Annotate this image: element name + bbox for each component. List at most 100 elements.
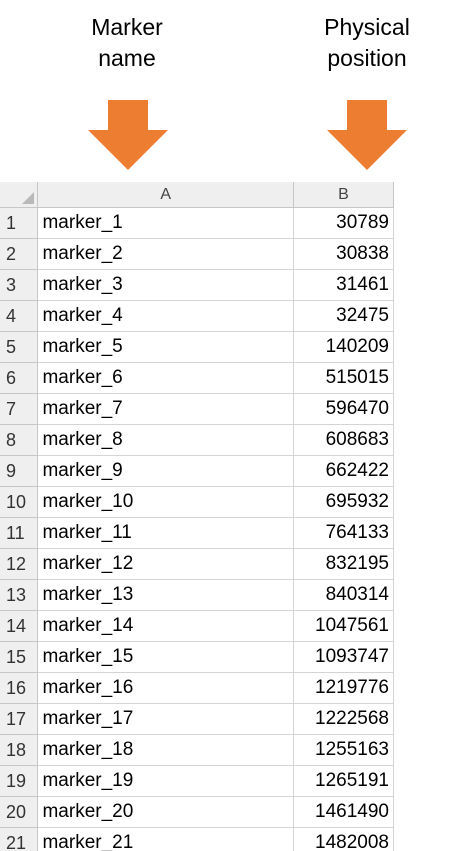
table-row: 15 marker_15 1093747	[0, 641, 394, 673]
cell-physical-position[interactable]: 140209	[293, 331, 394, 363]
cell-physical-position[interactable]: 30789	[293, 207, 394, 239]
row-header[interactable]: 2	[0, 238, 39, 270]
caption-line: Marker	[91, 14, 163, 40]
table-row: 12 marker_12 832195	[0, 548, 394, 580]
column-header-row: A B	[0, 182, 394, 208]
caption-line: position	[327, 45, 407, 71]
column-header-b[interactable]: B	[293, 182, 394, 208]
row-header[interactable]: 7	[0, 393, 39, 425]
cell-marker-name[interactable]: marker_4	[37, 300, 295, 332]
cell-marker-name[interactable]: marker_14	[37, 610, 295, 642]
table-row: 11 marker_11 764133	[0, 517, 394, 549]
caption-line: Physical	[324, 14, 410, 40]
row-header[interactable]: 19	[0, 765, 39, 797]
cell-marker-name[interactable]: marker_8	[37, 424, 295, 456]
table-row: 10 marker_10 695932	[0, 486, 394, 518]
cell-physical-position[interactable]: 30838	[293, 238, 394, 270]
row-header[interactable]: 12	[0, 548, 39, 580]
select-all-triangle-icon	[22, 192, 35, 204]
table-row: 21 marker_21 1482008	[0, 827, 394, 851]
cell-physical-position[interactable]: 832195	[293, 548, 394, 580]
table-row: 17 marker_17 1222568	[0, 703, 394, 735]
table-row: 9 marker_9 662422	[0, 455, 394, 487]
table-row: 16 marker_16 1219776	[0, 672, 394, 704]
row-header[interactable]: 4	[0, 300, 39, 332]
cell-physical-position[interactable]: 1093747	[293, 641, 394, 673]
table-row: 2 marker_2 30838	[0, 238, 394, 270]
cell-marker-name[interactable]: marker_5	[37, 331, 295, 363]
cell-physical-position[interactable]: 608683	[293, 424, 394, 456]
column-header-a[interactable]: A	[37, 182, 295, 208]
cell-physical-position[interactable]: 1265191	[293, 765, 394, 797]
row-header[interactable]: 20	[0, 796, 39, 828]
cell-physical-position[interactable]: 1222568	[293, 703, 394, 735]
cell-physical-position[interactable]: 695932	[293, 486, 394, 518]
row-header[interactable]: 21	[0, 827, 39, 851]
row-header[interactable]: 10	[0, 486, 39, 518]
row-header[interactable]: 18	[0, 734, 39, 766]
cell-marker-name[interactable]: marker_3	[37, 269, 295, 301]
cell-physical-position[interactable]: 32475	[293, 300, 394, 332]
table-row: 5 marker_5 140209	[0, 331, 394, 363]
spreadsheet: A B 1 marker_1 30789 2 marker_2 30838 3 marker_…	[0, 182, 394, 851]
row-header[interactable]: 13	[0, 579, 39, 611]
cell-physical-position[interactable]: 1255163	[293, 734, 394, 766]
cell-marker-name[interactable]: marker_16	[37, 672, 295, 704]
table-row: 8 marker_8 608683	[0, 424, 394, 456]
cell-marker-name[interactable]: marker_10	[37, 486, 295, 518]
cell-physical-position[interactable]: 662422	[293, 455, 394, 487]
cell-marker-name[interactable]: marker_20	[37, 796, 295, 828]
row-header[interactable]: 9	[0, 455, 39, 487]
row-header[interactable]: 5	[0, 331, 39, 363]
table-row: 20 marker_20 1461490	[0, 796, 394, 828]
cell-physical-position[interactable]: 1219776	[293, 672, 394, 704]
table-row: 13 marker_13 840314	[0, 579, 394, 611]
cell-marker-name[interactable]: marker_12	[37, 548, 295, 580]
row-header[interactable]: 1	[0, 207, 39, 239]
cell-marker-name[interactable]: marker_9	[37, 455, 295, 487]
spreadsheet-grid: A B 1 marker_1 30789 2 marker_2 30838 3 marker_…	[0, 182, 394, 851]
select-all-corner[interactable]	[0, 182, 39, 208]
down-arrow-icon	[88, 100, 168, 170]
table-row: 4 marker_4 32475	[0, 300, 394, 332]
marker-name-caption: Marker name	[57, 12, 197, 74]
row-header[interactable]: 17	[0, 703, 39, 735]
physical-position-caption: Physical position	[297, 12, 437, 74]
cell-physical-position[interactable]: 1047561	[293, 610, 394, 642]
cell-marker-name[interactable]: marker_7	[37, 393, 295, 425]
table-row: 7 marker_7 596470	[0, 393, 394, 425]
cell-marker-name[interactable]: marker_1	[37, 207, 295, 239]
row-header[interactable]: 11	[0, 517, 39, 549]
row-header[interactable]: 6	[0, 362, 39, 394]
cell-physical-position[interactable]: 1482008	[293, 827, 394, 851]
row-header[interactable]: 16	[0, 672, 39, 704]
cell-marker-name[interactable]: marker_19	[37, 765, 295, 797]
down-arrow-icon	[327, 100, 407, 170]
cell-physical-position[interactable]: 1461490	[293, 796, 394, 828]
table-row: 19 marker_19 1265191	[0, 765, 394, 797]
cell-marker-name[interactable]: marker_2	[37, 238, 295, 270]
row-header[interactable]: 8	[0, 424, 39, 456]
cell-physical-position[interactable]: 840314	[293, 579, 394, 611]
table-row: 1 marker_1 30789	[0, 207, 394, 239]
cell-physical-position[interactable]: 515015	[293, 362, 394, 394]
spreadsheet-rows: 1 marker_1 30789 2 marker_2 30838 3 marker_3 314…	[0, 207, 394, 851]
table-row: 14 marker_14 1047561	[0, 610, 394, 642]
row-header[interactable]: 3	[0, 269, 39, 301]
table-row: 6 marker_6 515015	[0, 362, 394, 394]
cell-physical-position[interactable]: 596470	[293, 393, 394, 425]
row-header[interactable]: 15	[0, 641, 39, 673]
caption-line: name	[98, 45, 156, 71]
cell-marker-name[interactable]: marker_6	[37, 362, 295, 394]
cell-marker-name[interactable]: marker_21	[37, 827, 295, 851]
table-row: 18 marker_18 1255163	[0, 734, 394, 766]
cell-marker-name[interactable]: marker_11	[37, 517, 295, 549]
row-header[interactable]: 14	[0, 610, 39, 642]
cell-physical-position[interactable]: 31461	[293, 269, 394, 301]
cell-marker-name[interactable]: marker_15	[37, 641, 295, 673]
cell-physical-position[interactable]: 764133	[293, 517, 394, 549]
cell-marker-name[interactable]: marker_13	[37, 579, 295, 611]
cell-marker-name[interactable]: marker_17	[37, 703, 295, 735]
cell-marker-name[interactable]: marker_18	[37, 734, 295, 766]
